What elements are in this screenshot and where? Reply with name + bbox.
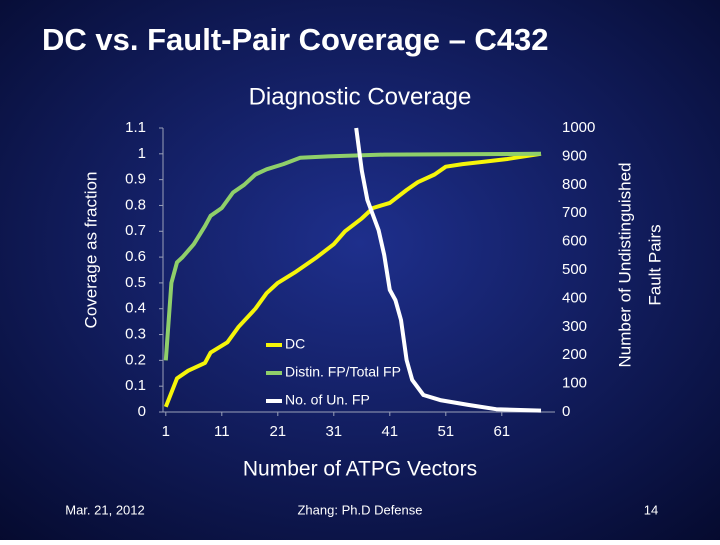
y-tick-label: 1.1 <box>125 119 146 136</box>
x-tick-label: 61 <box>493 423 510 440</box>
footer-page: 14 <box>644 502 658 517</box>
y2-tick-label: 700 <box>562 204 587 221</box>
y2-tick-label: 900 <box>562 147 587 164</box>
y-tick-label: 0.1 <box>125 377 146 394</box>
y2-tick-label: 300 <box>562 318 587 335</box>
y2-tick-label: 0 <box>562 403 570 420</box>
y2-tick-label: 600 <box>562 233 587 250</box>
chart-title: Diagnostic Coverage <box>249 83 472 110</box>
y-tick-label: 0.6 <box>125 248 146 265</box>
y2-tick-label: 400 <box>562 289 587 306</box>
y-axis-label: Coverage as fraction <box>81 172 100 329</box>
x-tick-label: 21 <box>269 423 286 440</box>
y-tick-label: 1 <box>138 145 146 162</box>
y2-tick-label: 100 <box>562 375 587 392</box>
footer-date: Mar. 21, 2012 <box>65 502 145 517</box>
x-tick-label: 41 <box>381 423 398 440</box>
y-tick-label: 0.4 <box>125 300 146 317</box>
legend-label: DC <box>285 336 305 352</box>
y-tick-label: 0.9 <box>125 171 146 188</box>
series-line <box>163 151 542 361</box>
y-tick-label: 0.5 <box>125 274 146 291</box>
series-line <box>354 127 542 413</box>
x-tick-label: 31 <box>325 423 342 440</box>
y-tick-label: 0 <box>138 403 146 420</box>
y2-tick-label: 200 <box>562 346 587 363</box>
y-tick-label: 0.2 <box>125 351 146 368</box>
y2-axis-label: Number of Undistinguished <box>615 162 634 367</box>
legend-label: Distin. FP/Total FP <box>285 364 401 380</box>
legend-label: No. of Un. FP <box>285 392 370 408</box>
y2-tick-label: 800 <box>562 176 587 193</box>
slide-title: DC vs. Fault-Pair Coverage – C432 <box>42 22 549 57</box>
y2-axis-label: Fault Pairs <box>645 224 664 305</box>
x-axis-label: Number of ATPG Vectors <box>243 458 477 481</box>
x-tick-label: 51 <box>437 423 454 440</box>
y2-tick-label: 500 <box>562 261 587 278</box>
x-tick-label: 11 <box>214 423 230 440</box>
y-tick-label: 0.7 <box>125 222 146 239</box>
y2-tick-label: 1000 <box>562 119 595 136</box>
y-tick-label: 0.8 <box>125 196 146 213</box>
footer-center: Zhang: Ph.D Defense <box>297 502 422 517</box>
y-tick-label: 0.3 <box>125 326 146 343</box>
series-line <box>163 151 542 408</box>
x-tick-label: 1 <box>162 423 170 440</box>
